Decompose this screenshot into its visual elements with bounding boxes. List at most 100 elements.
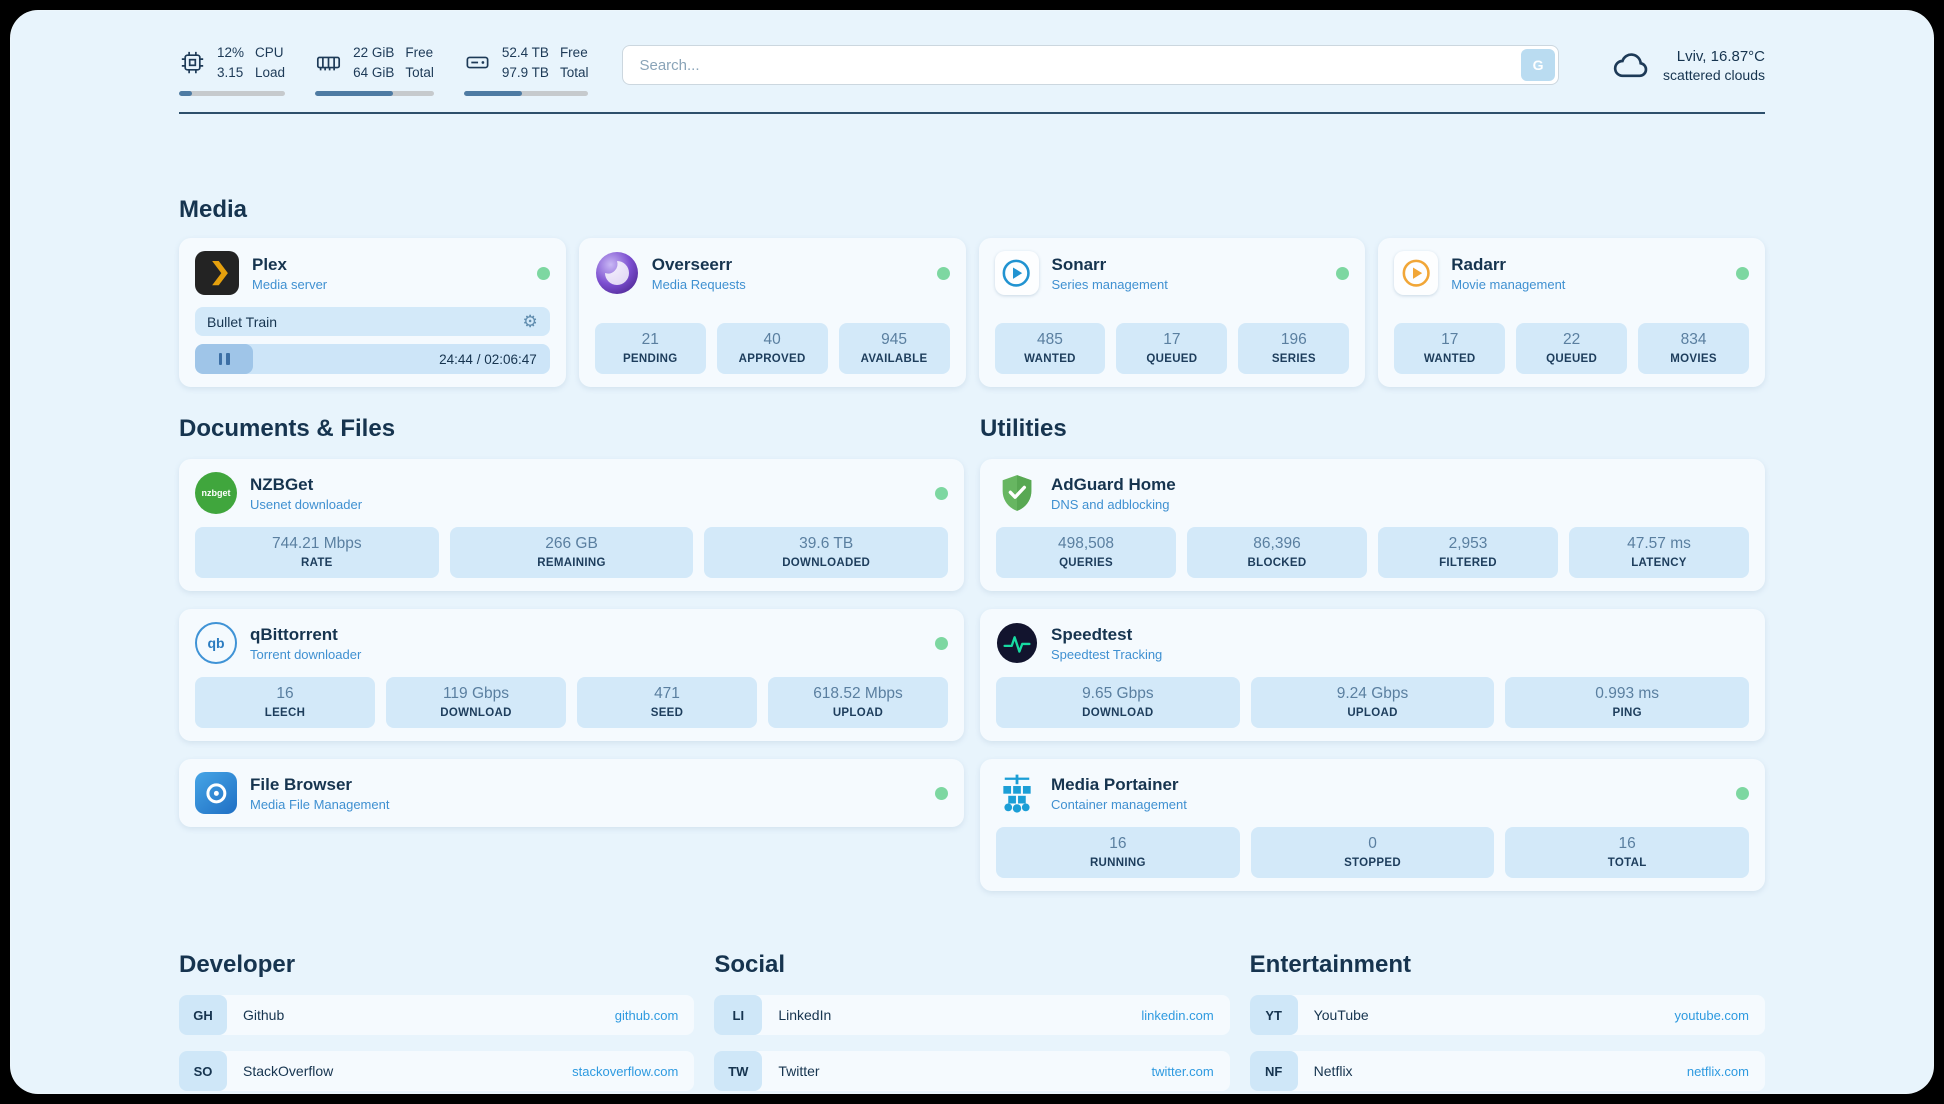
section-title-entertainment: Entertainment <box>1249 951 1412 979</box>
bookmark-stackoverflow[interactable]: SO StackOverflow stackoverflow.com <box>179 1051 695 1092</box>
status-dot <box>936 266 950 280</box>
stat-movies: 834 MOVIES <box>1638 323 1750 375</box>
app-name: Speedtest <box>1051 624 1133 644</box>
stat-blocked: 86,396 BLOCKED <box>1187 527 1367 579</box>
status-dot <box>935 486 948 500</box>
app-subtitle: Movie management <box>1451 276 1566 292</box>
system-monitors: 12% 3.15 CPU Load 22 GiB <box>179 43 589 97</box>
bookmark-netflix[interactable]: NF Netflix netflix.com <box>1249 1051 1765 1092</box>
topbar-divider <box>179 112 1765 115</box>
bookmark-twitter[interactable]: TW Twitter twitter.com <box>714 1051 1230 1092</box>
section-title-developer: Developer <box>179 951 296 979</box>
app-name: Media Portainer <box>1051 774 1179 794</box>
app-subtitle: Torrent downloader <box>250 646 362 662</box>
developer-bookmarks: Developer GH Github github.com SO StackO… <box>179 951 695 1093</box>
search-engine-button[interactable]: G <box>1521 49 1556 81</box>
app-card-adguard[interactable]: AdGuard Home DNS and adblocking 498,508 Q… <box>980 459 1765 592</box>
app-card-plex[interactable]: Plex Media server Bullet Train ⚙ 24:44 /… <box>179 238 566 388</box>
app-card-radarr[interactable]: Radarr Movie management 17 WANTED 22 QUEUE… <box>1378 238 1765 388</box>
cpu-label2: Load <box>255 64 286 80</box>
topbar: 12% 3.15 CPU Load 22 GiB <box>11 11 1933 97</box>
app-subtitle: Container management <box>1051 796 1187 812</box>
stat-pending: 21 PENDING <box>594 323 706 375</box>
stat-upload: 9.24 Gbps UPLOAD <box>1250 677 1495 729</box>
app-subtitle: DNS and adblocking <box>1051 496 1170 512</box>
cpu-monitor: 12% 3.15 CPU Load <box>179 43 286 97</box>
media-grid: Plex Media server Bullet Train ⚙ 24:44 /… <box>179 238 1765 388</box>
ram-label: Free <box>405 45 434 60</box>
speedtest-icon <box>996 622 1038 664</box>
cpu-label: CPU <box>255 45 284 60</box>
app-card-overseerr[interactable]: Overseerr Media Requests 21 PENDING 40 APP… <box>578 238 966 388</box>
app-subtitle: Media Requests <box>651 276 746 292</box>
app-subtitle: Usenet downloader <box>250 496 363 512</box>
bookmark-linkedin[interactable]: LI LinkedIn linkedin.com <box>714 995 1230 1036</box>
bookmark-name: YouTube <box>1313 1007 1369 1024</box>
bookmark-github[interactable]: GH Github github.com <box>179 995 695 1036</box>
stat-ping: 0.993 ms PING <box>1505 677 1750 729</box>
cpu-icon <box>179 49 206 76</box>
app-name: qBittorrent <box>250 624 338 644</box>
ram-free-value: 22 GiB <box>353 45 395 60</box>
utilities-column: Utilities AdGuard Home DNS and adblockin… <box>980 415 1765 892</box>
app-subtitle: Media File Management <box>250 796 390 812</box>
app-card-sonarr[interactable]: Sonarr Series management 485 WANTED 17 QUE… <box>978 238 1366 388</box>
app-card-filebrowser[interactable]: File Browser Media File Management <box>179 759 964 828</box>
entertainment-bookmarks: Entertainment YT YouTube youtube.com NF … <box>1249 951 1765 1093</box>
disk-total-value: 97.9 TB <box>501 64 549 80</box>
cloud-icon <box>1611 45 1651 85</box>
weather-condition: scattered clouds <box>1663 66 1765 83</box>
status-dot <box>1736 786 1749 800</box>
plex-icon <box>195 251 239 296</box>
app-name: Radarr <box>1451 254 1507 274</box>
documents-column: Documents & Files nzbget NZBGet Usenet d… <box>179 415 964 891</box>
stat-series: 196 SERIES <box>1238 323 1350 375</box>
bookmark-name: StackOverflow <box>243 1063 334 1080</box>
bookmark-youtube[interactable]: YT YouTube youtube.com <box>1249 995 1765 1036</box>
app-name: Overseerr <box>651 254 733 274</box>
bookmark-url: twitter.com <box>1151 1063 1214 1079</box>
disk-icon <box>464 49 491 76</box>
bookmark-url: netflix.com <box>1686 1063 1749 1079</box>
stat-available: 945 AVAILABLE <box>838 323 950 375</box>
bookmark-url: youtube.com <box>1674 1007 1749 1023</box>
playback-time: 24:44 / 02:06:47 <box>439 351 537 367</box>
cpu-load-value: 3.15 <box>217 64 244 80</box>
bookmark-url: stackoverflow.com <box>572 1063 679 1079</box>
status-dot <box>536 266 550 280</box>
stat-leech: 16 LEECH <box>195 677 375 729</box>
weather-widget[interactable]: Lviv, 16.87°C scattered clouds <box>1611 45 1765 85</box>
stat-latency: 47.57 ms LATENCY <box>1569 527 1749 579</box>
playback-progress-bar[interactable]: 24:44 / 02:06:47 <box>195 344 550 375</box>
overseerr-icon <box>595 251 639 295</box>
disk-label: Free <box>559 45 588 60</box>
ram-total-value: 64 GiB <box>353 64 395 80</box>
app-card-nzbget[interactable]: nzbget NZBGet Usenet downloader 744.21 M… <box>179 459 964 592</box>
social-bookmarks: Social LI LinkedIn linkedin.com TW Twitt… <box>714 951 1230 1093</box>
ram-icon <box>315 49 342 76</box>
app-subtitle: Media server <box>252 276 328 292</box>
stat-total: 16 TOTAL <box>1505 827 1750 879</box>
ram-label2: Total <box>405 64 434 80</box>
app-name: Sonarr <box>1051 254 1107 274</box>
nzbget-icon: nzbget <box>195 472 237 515</box>
app-card-portainer[interactable]: Media Portainer Container management 16 R… <box>980 759 1765 892</box>
stat-queued: 17 QUEUED <box>1116 323 1228 375</box>
app-card-speedtest[interactable]: Speedtest Speedtest Tracking 9.65 Gbps DO… <box>980 609 1765 742</box>
stackoverflow-icon: SO <box>179 1051 227 1092</box>
pause-button[interactable] <box>195 344 253 375</box>
portainer-icon <box>996 772 1038 814</box>
section-title-media: Media <box>179 196 248 224</box>
stat-stopped: 0 STOPPED <box>1250 827 1495 879</box>
stat-downloaded: 39.6 TB DOWNLOADED <box>704 527 949 579</box>
app-subtitle: Speedtest Tracking <box>1051 646 1163 662</box>
status-dot <box>1736 266 1749 280</box>
cpu-progress-bar <box>179 91 286 97</box>
status-dot <box>935 636 948 650</box>
stat-download: 119 Gbps DOWNLOAD <box>386 677 566 729</box>
app-name: Plex <box>252 254 287 274</box>
search-input[interactable] <box>622 45 1560 85</box>
gear-icon[interactable]: ⚙ <box>522 312 538 332</box>
app-card-qbittorrent[interactable]: qb qBittorrent Torrent downloader 16 LEEC… <box>179 609 964 742</box>
stat-queries: 498,508 QUERIES <box>996 527 1176 579</box>
